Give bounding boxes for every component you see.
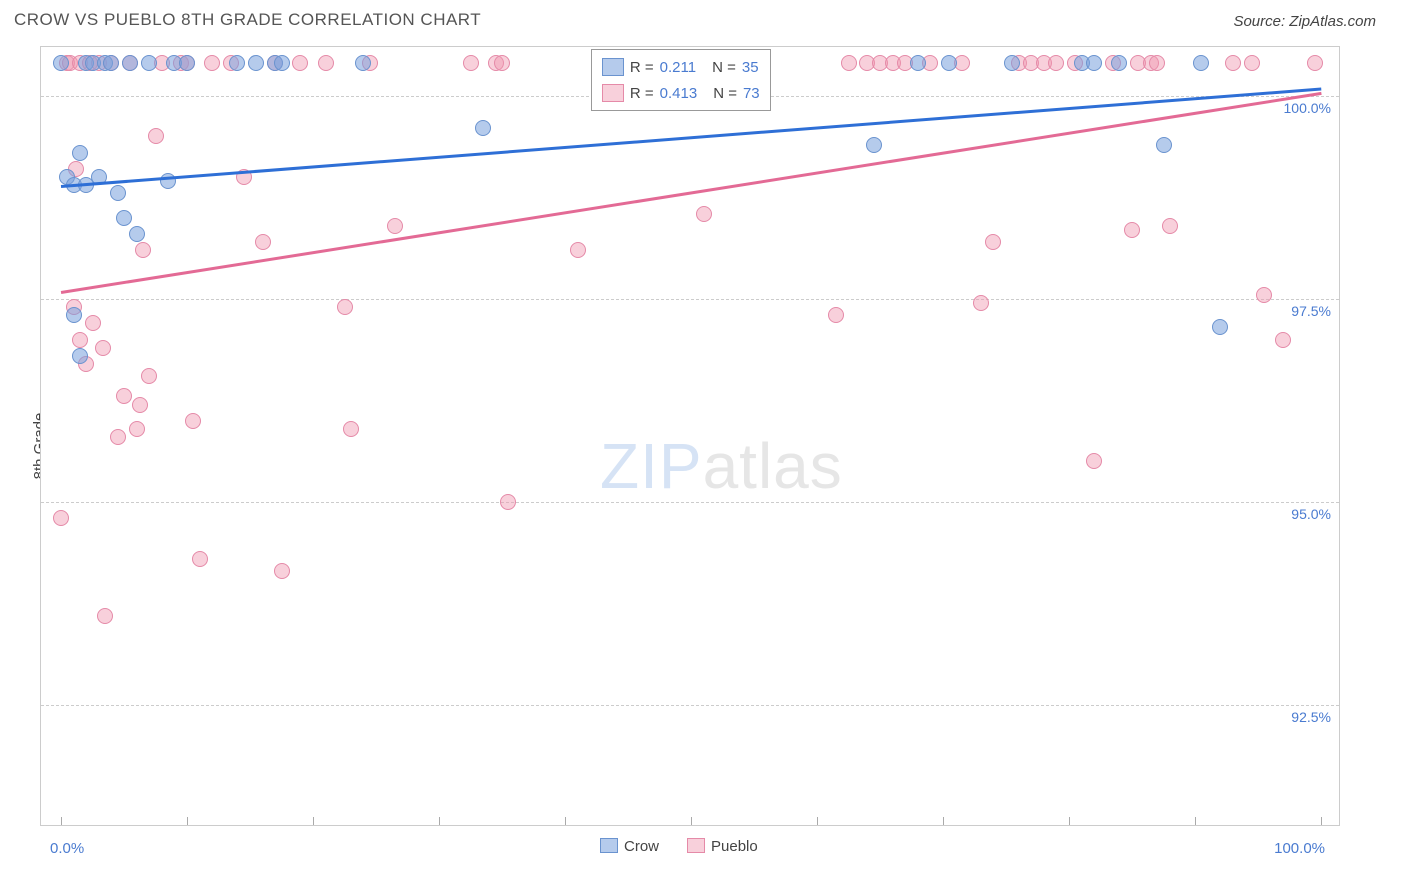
data-point [1225,55,1241,71]
x-axis-label: 100.0% [1274,840,1325,857]
data-point [72,145,88,161]
series-legend: Crow Pueblo [600,838,758,855]
data-point [255,234,271,250]
data-point [941,55,957,71]
stats-legend: R = 0.211N = 35R = 0.413N = 73 [591,49,771,111]
data-point [129,421,145,437]
y-tick-label: 100.0% [1284,100,1331,116]
data-point [248,55,264,71]
data-point [274,563,290,579]
stats-legend-row: R = 0.413N = 73 [602,80,760,106]
data-point [135,242,151,258]
data-point [97,608,113,624]
y-tick-label: 97.5% [1291,303,1331,319]
data-point [229,55,245,71]
data-point [841,55,857,71]
data-point [110,185,126,201]
data-point [141,368,157,384]
x-tick [691,817,692,825]
data-point [95,340,111,356]
data-point [116,210,132,226]
data-point [204,55,220,71]
x-tick [1195,817,1196,825]
data-point [1048,55,1064,71]
data-point [318,55,334,71]
gridline [41,299,1339,300]
data-point [103,55,119,71]
x-tick [943,817,944,825]
data-point [1212,319,1228,335]
data-point [53,510,69,526]
data-point [973,295,989,311]
chart-source: Source: ZipAtlas.com [1233,13,1376,30]
data-point [866,137,882,153]
chart-title: CROW VS PUEBLO 8TH GRADE CORRELATION CHA… [14,10,481,30]
data-point [355,55,371,71]
gridline [41,705,1339,706]
data-point [72,348,88,364]
data-point [1086,55,1102,71]
data-point [910,55,926,71]
data-point [1004,55,1020,71]
data-point [1086,453,1102,469]
data-point [387,218,403,234]
data-point [1244,55,1260,71]
data-point [292,55,308,71]
data-point [337,299,353,315]
data-point [1275,332,1291,348]
data-point [192,551,208,567]
data-point [696,206,712,222]
data-point [132,397,148,413]
x-tick [565,817,566,825]
data-point [1124,222,1140,238]
data-point [85,315,101,331]
data-point [129,226,145,242]
x-tick [187,817,188,825]
data-point [53,55,69,71]
x-tick [61,817,62,825]
gridline [41,502,1339,503]
data-point [1149,55,1165,71]
data-point [179,55,195,71]
data-point [66,307,82,323]
y-tick-label: 92.5% [1291,709,1331,725]
data-point [494,55,510,71]
data-point [274,55,290,71]
data-point [1162,218,1178,234]
data-point [570,242,586,258]
watermark: ZIPatlas [600,429,843,503]
data-point [1111,55,1127,71]
data-point [1156,137,1172,153]
data-point [343,421,359,437]
data-point [148,128,164,144]
data-point [72,332,88,348]
data-point [828,307,844,323]
data-point [475,120,491,136]
data-point [122,55,138,71]
data-point [463,55,479,71]
x-tick [1321,817,1322,825]
x-tick [313,817,314,825]
data-point [1256,287,1272,303]
chart-plot-area: 100.0% 97.5% 95.0% 92.5% ZIPatlas R = 0.211N … [40,46,1340,826]
x-axis-label: 0.0% [50,840,84,857]
x-tick [1069,817,1070,825]
data-point [500,494,516,510]
data-point [185,413,201,429]
series-legend-item: Pueblo [687,838,758,855]
data-point [1193,55,1209,71]
data-point [110,429,126,445]
y-tick-label: 95.0% [1291,506,1331,522]
series-legend-item: Crow [600,838,659,855]
data-point [1307,55,1323,71]
x-tick [817,817,818,825]
data-point [985,234,1001,250]
data-point [116,388,132,404]
x-tick [439,817,440,825]
data-point [141,55,157,71]
stats-legend-row: R = 0.211N = 35 [602,54,760,80]
regression-line [61,92,1321,294]
